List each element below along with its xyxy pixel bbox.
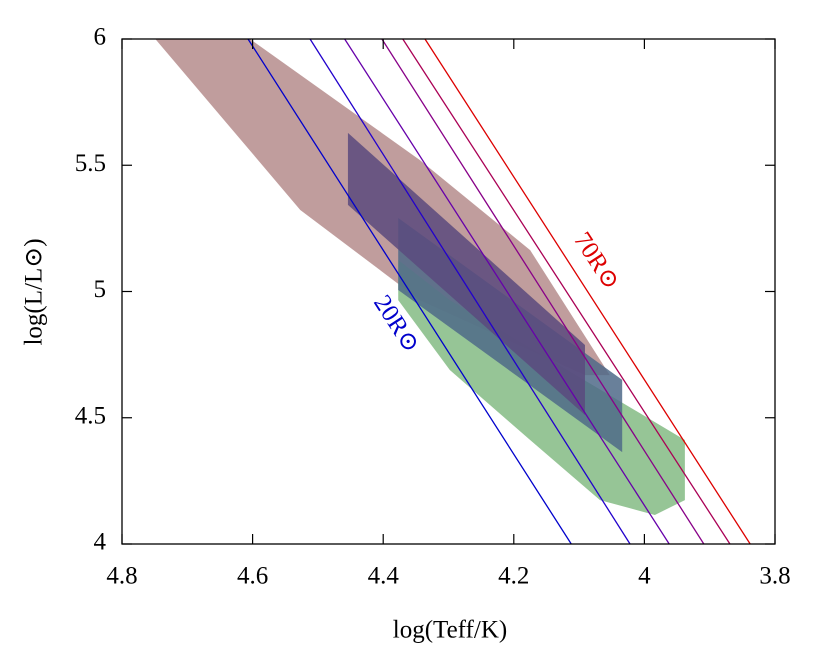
- radius-line: [344, 39, 670, 544]
- x-tick-label: 4.2: [498, 563, 529, 590]
- radius-line: [309, 39, 631, 544]
- x-tick-label: 4.6: [237, 563, 268, 590]
- radius-line: [247, 39, 572, 544]
- region: [347, 132, 585, 415]
- y-tick-label: 4.5: [75, 402, 106, 429]
- x-tick-label: 4.4: [368, 563, 400, 590]
- y-axis-title: log(L/L⊙): [21, 238, 48, 345]
- x-tick-label: 4.8: [106, 563, 137, 590]
- plot-area: [155, 39, 751, 544]
- radius-line: [381, 39, 705, 544]
- radius-line: [402, 39, 731, 544]
- x-axis-title: log(Teff/K): [393, 617, 507, 644]
- x-tick-label: 4: [638, 563, 651, 590]
- y-tick-label: 4: [94, 529, 107, 556]
- y-tick-label: 6: [94, 24, 107, 51]
- x-tick-label: 3.8: [759, 563, 790, 590]
- y-tick-label: 5.5: [75, 150, 106, 177]
- y-tick-label: 5: [94, 276, 107, 303]
- radius-line: [424, 39, 751, 544]
